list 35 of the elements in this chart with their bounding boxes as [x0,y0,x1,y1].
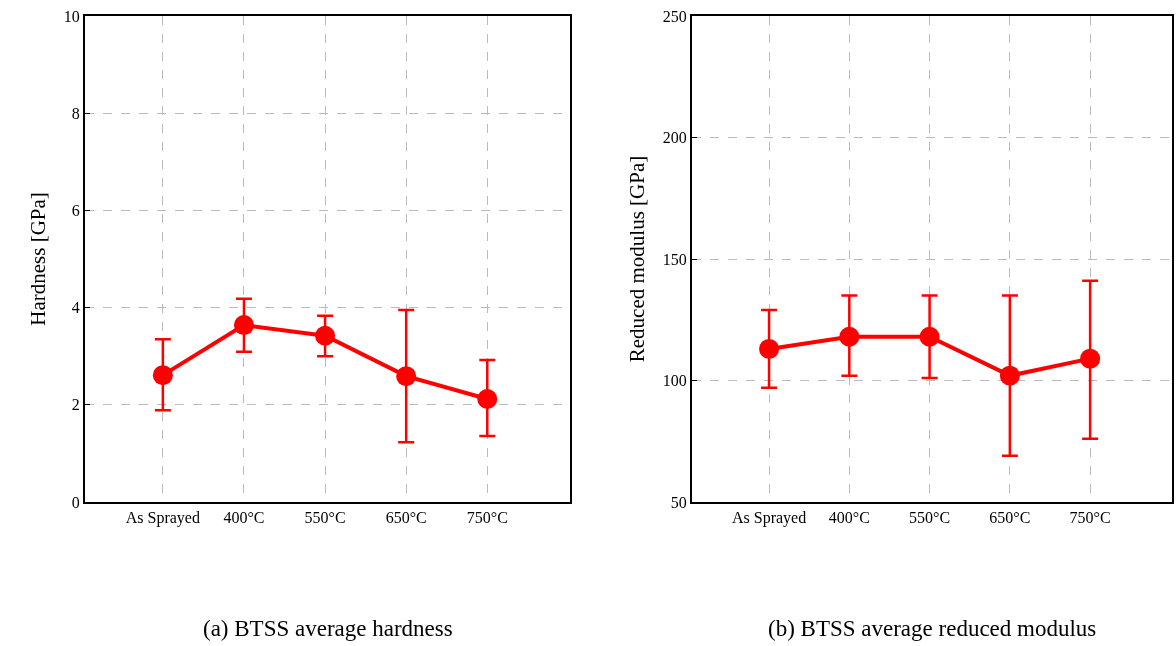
y-tick-label: 10 [63,7,80,25]
text: (b) BTSS average reduced modulus [768,616,1097,641]
x-tick-label: 550°C [304,509,346,527]
y-tick-label: 0 [71,493,80,511]
y-tick-label: 150 [662,250,687,268]
point [839,326,860,347]
y-tick-label: 50 [670,493,687,511]
x-tick-label: 650°C [989,509,1031,527]
point [477,388,498,409]
point [315,325,336,346]
x-tick-label: 750°C [1069,509,1111,527]
point [233,315,254,336]
x-tick-label: 400°C [828,509,870,527]
point [396,366,417,387]
x-tick-label: 750°C [466,509,508,527]
y-tick-label: 250 [662,7,687,25]
x-tick-label: 650°C [385,509,427,527]
y-axis-title: Hardness [GPa] [26,192,51,326]
y-tick-label: 8 [71,104,80,122]
point [999,365,1020,386]
y-tick-label: 2 [71,396,80,414]
y-tick-label: 4 [71,299,80,317]
x-tick-label: As Sprayed [731,509,807,528]
point [919,326,940,347]
x-tick-label: 550°C [909,509,951,527]
x-tick-label: As Sprayed [125,509,200,528]
point [152,365,173,386]
text: (a) BTSS average hardness [203,616,453,641]
point [759,338,780,359]
point [1080,348,1101,369]
y-tick-label: 100 [662,372,687,390]
y-tick-label: 200 [662,129,687,147]
x-tick-label: 400°C [223,509,265,527]
y-tick-label: 6 [71,202,80,219]
y-axis-title: Reduced modulus [GPa] [625,155,650,363]
